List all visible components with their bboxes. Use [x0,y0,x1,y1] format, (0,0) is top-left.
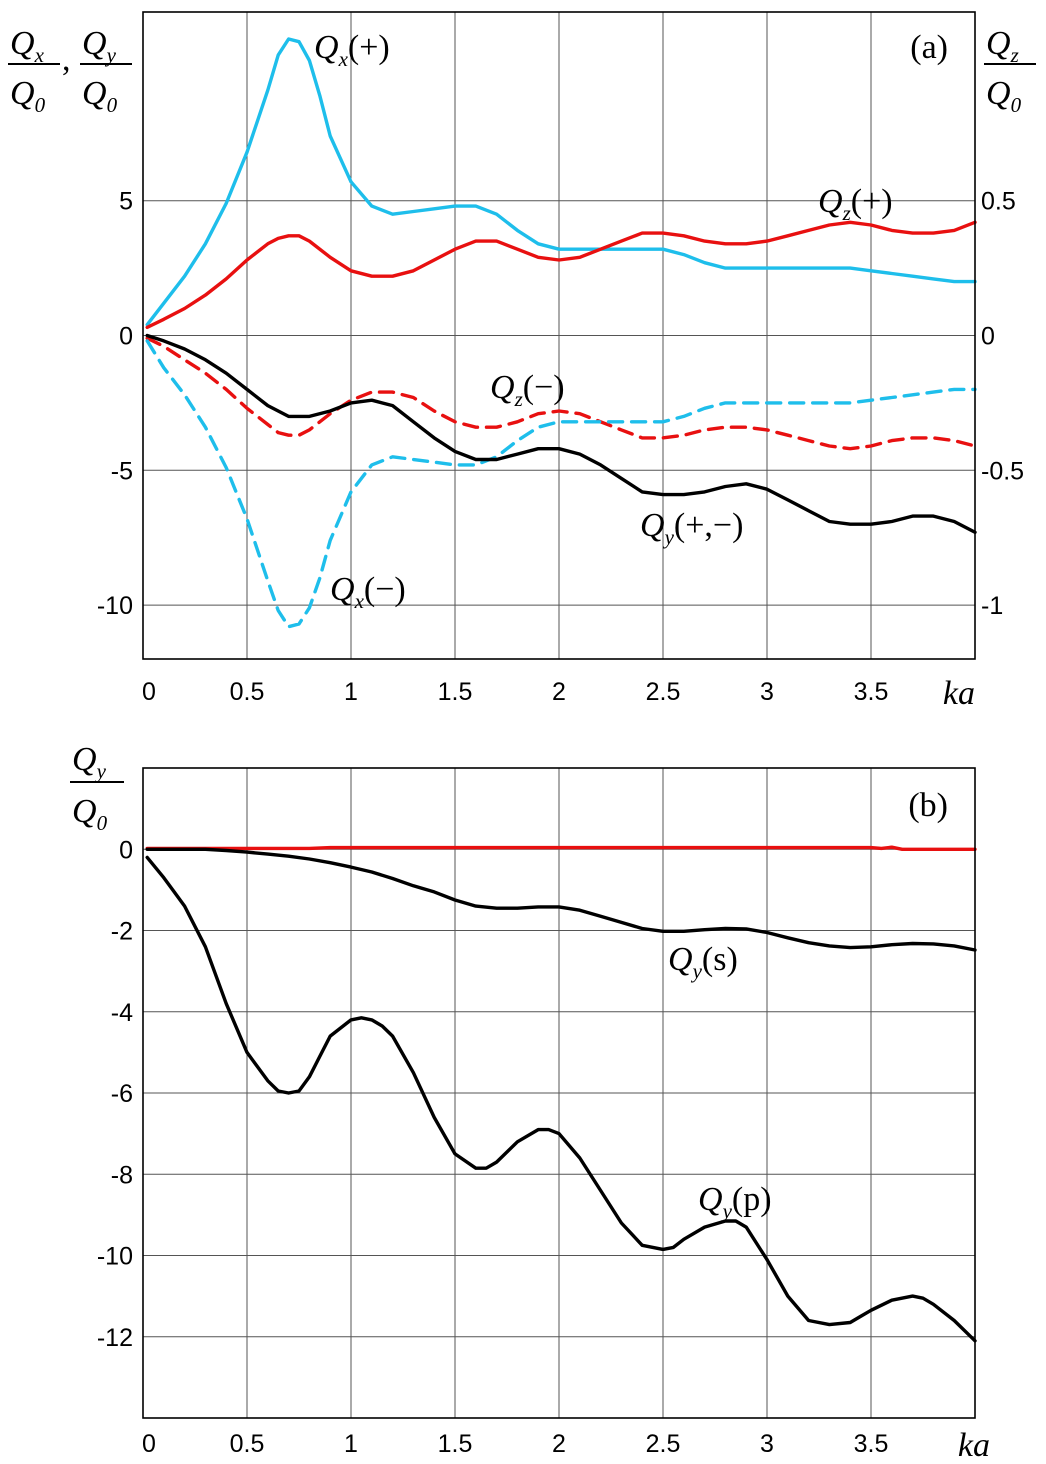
y-tick-label: -5 [111,457,133,485]
ylabel-qz-den: Q0 [986,75,1022,117]
series-line-q-z [145,220,977,330]
x-tick-label: 2 [552,678,566,706]
y-tick-label: -4 [111,999,133,1027]
panel-a-frame [142,11,976,660]
ylabel-comma: , [62,41,71,78]
ylabel-b-num: Qy [72,741,107,783]
panel-b-frame [142,767,976,1419]
annotation-qy-p: Qy(p) [698,1181,772,1223]
x-tick-label: 3 [760,678,774,706]
panel-b-y-ticks: 0 -2 -4 -6 -8 -10 -12 [97,836,133,1352]
annotation-qx-minus: Qx(−) [330,571,406,613]
annotation-qz-minus: Qz(−) [490,369,565,411]
panel-a-ylabel-right: Qz Q0 [984,25,1036,117]
panel-b-label: (b) [908,787,948,824]
ylabel-qy-num: Qy [82,25,117,67]
panel-b-x-ticks: 0 0.5 1 1.5 2 2.5 3 3.5 [142,1430,888,1458]
panel-a-xlabel: ka [943,675,975,712]
y-tick-label: -8 [111,1161,133,1189]
x-tick-label: 1.5 [438,678,473,706]
panel-a: 0 0.5 1 1.5 2 2.5 3 3.5 50-5-10 0.50-0.5-1 (a) … [8,11,1036,712]
y-tick-label: -6 [111,1080,133,1108]
panel-a-label: (a) [910,29,948,66]
panel-a-x-ticks: 0 0.5 1 1.5 2 2.5 3 3.5 [142,678,888,706]
panel-b-ylabel: Qy Q0 [70,741,124,835]
panel-a-y-ticks-right: 0.5 0 -0.5 -1 [981,188,1024,620]
x-tick-label: 0 [142,678,156,706]
ylabel-qx-num: Qx [10,25,45,67]
y-tick-label: 0 [119,323,133,351]
x-tick-label: 0.5 [230,678,265,706]
panel-a-series [145,37,977,629]
y-tick-label: 0 [119,836,133,864]
y-tick-label-right: 0 [981,323,995,351]
y-tick-label: -12 [97,1324,133,1352]
series-line-unlabeled-0 [145,845,977,851]
series-line-q-y-p [145,855,977,1343]
x-tick-label: 0.5 [230,1430,265,1458]
y-tick-label-right: 0.5 [981,188,1016,216]
y-tick-label: 5 [119,188,133,216]
y-tick-label-right: -1 [981,592,1003,620]
panel-a-ylabel-left: Qx Q0 , Qy Q0 [8,25,132,117]
panel-b-grid [143,768,975,1418]
y-tick-label: -10 [97,1243,133,1271]
annotation-qz-plus: Qz(+) [818,183,893,225]
x-tick-label: 3.5 [854,1430,889,1458]
series-line-q-y-s [145,847,977,952]
y-tick-label: -10 [97,592,133,620]
series-line-q-y [145,333,977,534]
x-tick-label: 2.5 [646,678,681,706]
panel-a-grid [143,12,975,659]
x-tick-label: 1.5 [438,1430,473,1458]
ylabel-qz-num: Qz [986,25,1019,67]
ylabel-qy-den: Q0 [82,75,118,117]
annotation-qy-s: Qy(s) [668,941,738,983]
series-line-q-x [145,339,977,629]
x-tick-label: 2.5 [646,1430,681,1458]
panel-a-y-ticks-left: 5 0 -5 -10 [97,188,133,620]
panel-b-series [145,845,977,1343]
x-tick-label: 3 [760,1430,774,1458]
y-tick-label: -2 [111,918,133,946]
annotation-qy-plus-minus: Qy(+,−) [640,507,743,549]
series-line-q-z [145,336,977,451]
series-line-q-x [145,37,977,327]
x-tick-label: 0 [142,1430,156,1458]
annotation-qx-plus: Qx(+) [314,29,390,71]
ylabel-qx-den: Q0 [10,75,46,117]
ylabel-b-den: Q0 [72,793,108,835]
x-tick-label: 3.5 [854,678,889,706]
panel-b: 0 0.5 1 1.5 2 2.5 3 3.5 0-2-4-6-8-10-12 (b) ka … [70,741,990,1464]
x-tick-label: 1 [344,678,358,706]
x-tick-label: 1 [344,1430,358,1458]
y-tick-label-right: -0.5 [981,457,1024,485]
x-tick-label: 2 [552,1430,566,1458]
panel-b-xlabel: ka [958,1427,990,1464]
